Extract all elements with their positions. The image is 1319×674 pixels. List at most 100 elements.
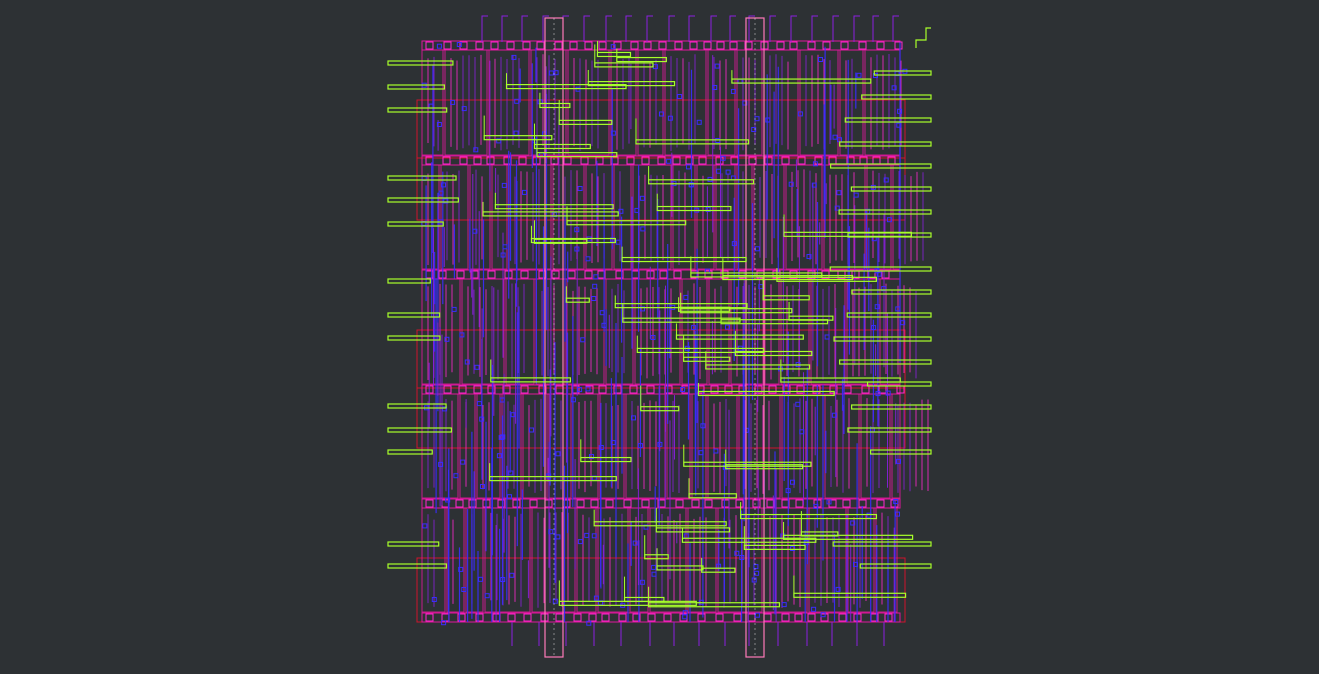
rail-contact [838,613,847,622]
via [832,134,838,140]
standard-cell [799,49,839,156]
standard-cell [476,393,501,499]
internal-route [530,237,616,244]
rail-contact [822,41,831,50]
standard-cell [446,507,465,613]
standard-cell [637,49,664,156]
rail-contact [459,41,468,50]
rail-contact [457,613,466,622]
internal-route [688,493,737,499]
output-pin-wire [839,359,932,365]
rail-contact [443,41,452,50]
rail-contact [689,41,698,50]
via [598,445,604,450]
via [618,208,624,214]
rail-contact [567,270,576,279]
standard-cell [785,164,823,270]
rail-contact [487,385,496,394]
via [591,296,597,301]
rail-contact [490,41,499,50]
via [580,337,586,343]
via [818,57,823,62]
rail-contact [507,613,516,622]
internal-route [640,406,680,412]
rail-contact [674,41,683,50]
rail-contact [588,613,597,622]
rail-contact [646,385,655,394]
standard-cell [764,278,780,385]
standard-cell [681,278,708,385]
internal-route [701,567,736,573]
rail-contact [497,499,506,508]
rail-contact [807,270,816,279]
rail-contact [829,385,838,394]
output-pin-wire [844,117,932,123]
input-pin-wire [387,312,441,318]
via [812,161,818,167]
rail-contact [555,613,564,622]
rail-contact [715,613,724,622]
input-pin-wire [387,541,440,547]
via [891,85,897,91]
rail-contact [522,41,531,50]
via [593,595,599,601]
internal-route [697,390,835,397]
standard-cell [707,49,736,156]
output-pin-wire [846,312,932,318]
via [831,412,837,418]
rail-contact [894,41,903,50]
output-pin-wire [859,563,932,569]
rail-contact [876,41,885,50]
top-pin-stub [769,15,776,42]
standard-cell [780,278,810,385]
top-pin-stub [790,15,797,42]
via [436,122,442,127]
via [705,207,711,212]
rail-contact [781,156,790,165]
via [765,117,771,123]
via [734,550,740,556]
rail-contact [704,270,713,279]
via [834,205,840,211]
rail-contact [442,156,451,165]
via [714,63,720,69]
rail-contact [643,41,652,50]
via [835,586,841,592]
input-pin-wire [387,107,448,113]
top-pin-stub [583,15,590,42]
standard-cell [847,507,875,613]
rail-contact [685,156,694,165]
standard-cell [530,49,567,156]
via [667,115,673,121]
output-pin-wire [833,336,932,342]
via [875,391,881,397]
internal-route [621,256,747,263]
via [484,593,490,599]
standard-cell [763,49,799,156]
internal-route [740,513,878,520]
via [632,540,638,546]
rail-contact [876,499,885,508]
rail-contact [538,385,547,394]
via [824,334,830,340]
via [895,306,901,312]
via [509,572,515,578]
rail-contact [764,156,773,165]
via [731,241,737,247]
via [610,440,616,446]
via [850,520,856,526]
via [634,207,640,213]
rail-contact [697,613,706,622]
rail-contact [781,499,790,508]
standard-cell [585,164,613,270]
internal-route [783,231,913,237]
rail-contact [425,41,434,50]
via [885,390,891,396]
via [691,325,697,331]
rail-contact [721,499,730,508]
output-pin-wire [829,266,932,272]
standard-cell [421,507,446,613]
via [585,386,591,392]
